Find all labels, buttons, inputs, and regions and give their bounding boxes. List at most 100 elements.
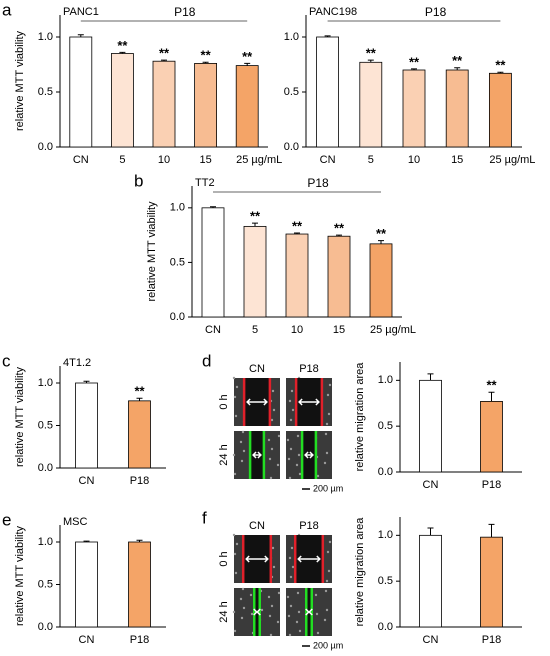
bar (369, 243, 393, 318)
x-tick-label: CN (423, 479, 439, 491)
x-tick-label: CN (205, 324, 221, 336)
significance-marker: ** (250, 209, 261, 224)
y-tick-label: 0.5 (378, 575, 393, 587)
x-tick-label: 15 (199, 154, 211, 166)
cell-speckle (295, 620, 299, 624)
significance-marker: ** (159, 46, 170, 61)
bar (419, 379, 442, 473)
cell-speckle (241, 587, 245, 591)
bar (152, 60, 176, 148)
row-label: 24 h (218, 601, 230, 622)
cell-speckle (271, 546, 275, 550)
error-bar (367, 59, 374, 63)
group-label: P18 (307, 176, 329, 190)
cell-speckle (270, 418, 274, 422)
y-tick-label: 0.0 (38, 141, 53, 153)
x-tick-label: P18 (130, 634, 150, 646)
cell-speckle (241, 430, 245, 434)
cell-speckle (232, 453, 236, 457)
cell-speckle (240, 616, 244, 620)
error-bar (294, 232, 300, 235)
cell-speckle (288, 476, 292, 480)
gap-arrow (297, 555, 321, 563)
chart-title: PANC198 (309, 6, 357, 18)
cell-speckle (289, 575, 293, 579)
cell-speckle (287, 614, 291, 618)
bar (75, 541, 98, 628)
cell-speckle (270, 604, 274, 608)
panel-letter: a (2, 0, 12, 19)
bar (402, 69, 426, 148)
cell-speckle (290, 546, 294, 550)
y-tick-label: 0.5 (284, 86, 299, 98)
cell-speckle (235, 385, 239, 389)
cell-speckle (297, 610, 301, 614)
bar (316, 36, 340, 148)
cell-speckle (272, 565, 276, 569)
panel-letter: f (202, 508, 207, 527)
bar (194, 63, 218, 148)
x-tick-label: P18 (130, 475, 150, 487)
error-bar (136, 539, 143, 542)
error-bar (83, 540, 90, 542)
cell-speckle (325, 608, 329, 612)
significance-marker: ** (486, 378, 497, 393)
significance-marker: ** (409, 54, 420, 69)
x-tick-label: P18 (482, 634, 502, 646)
significance-marker: ** (452, 53, 463, 68)
y-axis-label: relative MTT viability (14, 366, 26, 467)
group-label: P18 (425, 5, 447, 19)
cell-speckle (298, 472, 302, 476)
cell-speckle (239, 440, 243, 444)
gap-arrow (304, 451, 314, 459)
x-tick-label: 5 (119, 154, 125, 166)
cell-speckle (326, 550, 330, 554)
error-bar (488, 523, 495, 538)
cell-speckle (289, 604, 293, 608)
cell-speckle (296, 434, 300, 438)
row-label: 0 h (218, 394, 230, 409)
group-label: P18 (174, 5, 196, 19)
cell-speckle (289, 418, 293, 422)
y-tick-label: 1.0 (284, 31, 299, 43)
scale-label: 200 µm (313, 483, 343, 493)
y-tick-label: 0.0 (284, 141, 299, 153)
chart-title: PANC1 (63, 6, 99, 18)
bar (75, 382, 98, 469)
y-tick-label: 1.0 (38, 31, 53, 43)
panel-letter: b (134, 171, 143, 190)
cell-speckle (286, 595, 290, 599)
panel-letter: d (202, 351, 211, 370)
bar (480, 401, 503, 473)
y-tick-label: 1.0 (378, 374, 393, 386)
cell-speckle (291, 565, 295, 569)
cell-speckle (324, 589, 328, 593)
x-tick-label: 25 µg/mL (236, 154, 282, 166)
y-axis-label: relative migration area (354, 517, 366, 627)
cell-speckle (328, 540, 332, 544)
significance-marker: ** (117, 38, 128, 53)
cell-speckle (239, 597, 243, 601)
y-axis-label: relative MTT viability (146, 201, 158, 302)
cell-speckle (316, 474, 320, 478)
y-axis-label: relative migration area (354, 362, 366, 472)
bar (445, 69, 469, 148)
cell-speckle (316, 631, 320, 635)
gap-arrow (298, 398, 320, 406)
cell-speckle (234, 414, 238, 418)
x-tick-label: 10 (158, 154, 170, 166)
x-tick-label: CN (423, 634, 439, 646)
cell-speckle (288, 556, 292, 560)
y-tick-label: 0.5 (38, 578, 53, 590)
cell-speckle (326, 393, 330, 397)
panel-letter: e (2, 510, 11, 529)
cell-speckle (276, 463, 280, 467)
y-tick-label: 0.0 (378, 466, 393, 478)
cell-speckle (233, 472, 237, 476)
error-bar (336, 234, 342, 237)
cell-speckle (269, 633, 273, 637)
cell-speckle (289, 447, 293, 451)
error-bar (202, 61, 209, 64)
error-bar (161, 59, 167, 62)
x-tick-label: CN (79, 475, 95, 487)
